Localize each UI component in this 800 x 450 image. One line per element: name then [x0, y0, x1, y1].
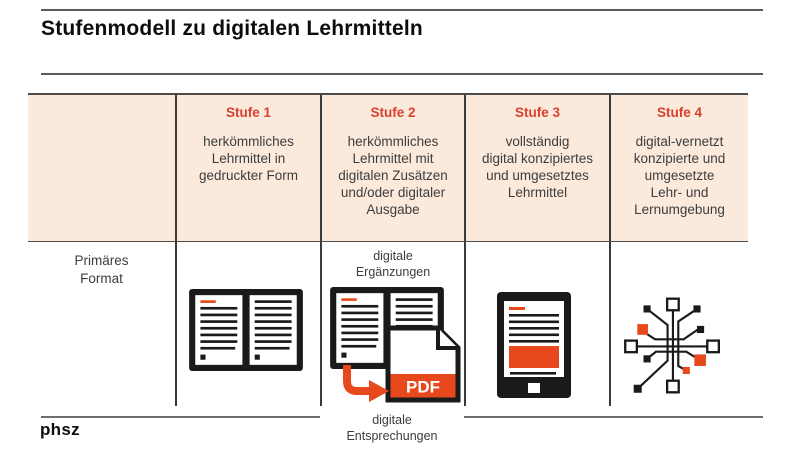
body-cell-stufe-3 — [464, 242, 609, 406]
tablet-icon — [497, 292, 571, 398]
phsz-logo: phsz — [40, 420, 80, 439]
header-cell-stufe-3: Stufe 3 vollständig digital konzipiertes… — [464, 95, 609, 241]
stage-1-description: herkömmliches Lehrmittel in gedruckter F… — [198, 134, 299, 183]
row-label-cell: Primäres Format — [28, 242, 175, 406]
open-book-icon — [189, 289, 303, 371]
title-rule — [41, 73, 763, 75]
header-cell-stufe-1: Stufe 1 herkömmliches Lehrmittel in gedr… — [175, 95, 320, 241]
body-cell-stufe-4 — [609, 242, 748, 406]
row-label: Primäres Format — [74, 253, 129, 286]
stage-1-label: Stufe 1 — [225, 105, 271, 120]
annotation-digitale-ergaenzungen: digitale Ergänzungen — [355, 249, 431, 280]
table-body-row: Primäres Format — [28, 242, 748, 406]
body-cell-stufe-1 — [175, 242, 320, 406]
pdf-badge-text: PDF — [406, 378, 440, 397]
annotation-digitale-entsprechungen: digitale Entsprechungen — [320, 411, 464, 447]
table-header-row: Stufe 1 herkömmliches Lehrmittel in gedr… — [28, 93, 748, 242]
stage-4-description: digital-vernetzt konzipierte und umgeset… — [633, 134, 726, 217]
header-cell-stufe-2: Stufe 2 herkömmliches Lehrmittel mit dig… — [320, 95, 464, 241]
book-with-pdf-icon: PDF — [330, 287, 468, 409]
stage-3-label: Stufe 3 — [514, 105, 560, 120]
page-title: Stufenmodell zu digitalen Lehrmitteln — [41, 17, 423, 40]
stage-3-description: vollständig digital konzipiertes und umg… — [481, 134, 594, 200]
header-cell-stufe-4: Stufe 4 digital-vernetzt konzipierte und… — [609, 95, 748, 241]
transfer-arrow-icon — [343, 365, 389, 402]
header-cell-empty — [28, 95, 175, 241]
stage-2-label: Stufe 2 — [370, 105, 416, 120]
top-rule — [41, 9, 763, 11]
stage-4-label: Stufe 4 — [656, 105, 702, 120]
stage-2-description: herkömmliches Lehrmittel mit digitalen Z… — [338, 134, 448, 217]
stage-table: Stufe 1 herkömmliches Lehrmittel in gedr… — [28, 93, 748, 406]
pdf-document-icon: PDF — [385, 325, 461, 403]
network-icon — [624, 297, 721, 394]
body-cell-stufe-2: digitale Ergänzungen — [320, 242, 464, 406]
